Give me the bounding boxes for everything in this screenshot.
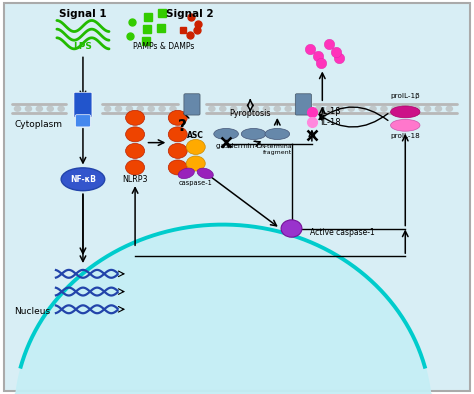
Ellipse shape <box>241 128 266 139</box>
FancyBboxPatch shape <box>4 3 470 391</box>
Circle shape <box>347 106 355 112</box>
FancyBboxPatch shape <box>75 115 91 127</box>
Ellipse shape <box>186 139 205 154</box>
Circle shape <box>273 106 281 112</box>
Ellipse shape <box>61 168 105 191</box>
Circle shape <box>337 106 344 112</box>
FancyBboxPatch shape <box>74 92 92 117</box>
Circle shape <box>402 106 410 112</box>
Circle shape <box>219 106 227 112</box>
Text: caspase-1: caspase-1 <box>179 180 213 186</box>
Text: Cytoplasm: Cytoplasm <box>14 120 62 129</box>
Ellipse shape <box>168 143 187 158</box>
Circle shape <box>115 106 122 112</box>
Text: ?: ? <box>178 119 187 134</box>
Text: Signal 2: Signal 2 <box>166 9 213 19</box>
Circle shape <box>241 106 248 112</box>
Ellipse shape <box>391 106 420 118</box>
Circle shape <box>57 106 65 112</box>
Ellipse shape <box>168 110 187 125</box>
Circle shape <box>369 106 377 112</box>
Text: gasdermin D: gasdermin D <box>216 143 263 149</box>
Text: ASC: ASC <box>187 132 204 140</box>
Ellipse shape <box>168 160 187 175</box>
Circle shape <box>281 220 302 237</box>
Circle shape <box>14 106 21 112</box>
Ellipse shape <box>126 143 145 158</box>
Text: Signal 1: Signal 1 <box>59 9 107 19</box>
Ellipse shape <box>126 160 145 175</box>
Circle shape <box>126 106 133 112</box>
Circle shape <box>147 106 155 112</box>
Text: NLRP3: NLRP3 <box>122 175 148 184</box>
Circle shape <box>230 106 237 112</box>
Ellipse shape <box>126 110 145 125</box>
Ellipse shape <box>265 128 290 139</box>
Text: NF-κB: NF-κB <box>70 175 96 184</box>
FancyBboxPatch shape <box>295 94 311 115</box>
Circle shape <box>358 106 366 112</box>
Circle shape <box>435 106 442 112</box>
Ellipse shape <box>197 168 213 178</box>
Circle shape <box>252 106 259 112</box>
Text: Pyroptosis: Pyroptosis <box>229 109 271 118</box>
Circle shape <box>284 106 292 112</box>
Circle shape <box>208 106 216 112</box>
Circle shape <box>424 106 431 112</box>
Text: LPS: LPS <box>73 42 92 51</box>
Text: proIL-1β: proIL-1β <box>391 93 420 99</box>
Circle shape <box>169 106 177 112</box>
Circle shape <box>315 106 322 112</box>
Ellipse shape <box>186 156 205 171</box>
Circle shape <box>413 106 420 112</box>
Text: PAMPs & DAMPs: PAMPs & DAMPs <box>133 42 195 51</box>
Ellipse shape <box>391 119 420 131</box>
Circle shape <box>263 106 270 112</box>
Circle shape <box>46 106 54 112</box>
Circle shape <box>25 106 32 112</box>
Ellipse shape <box>178 168 194 178</box>
Circle shape <box>446 106 453 112</box>
Text: Nucleus: Nucleus <box>14 307 50 316</box>
Circle shape <box>137 106 144 112</box>
Ellipse shape <box>214 128 238 139</box>
Circle shape <box>326 106 333 112</box>
Circle shape <box>36 106 43 112</box>
Text: N-terminal
fragment: N-terminal fragment <box>261 144 294 155</box>
Circle shape <box>104 106 111 112</box>
Circle shape <box>380 106 388 112</box>
FancyBboxPatch shape <box>184 94 200 115</box>
Ellipse shape <box>126 127 145 142</box>
Text: IL-18: IL-18 <box>320 118 341 126</box>
Text: proIL-18: proIL-18 <box>391 133 420 139</box>
Circle shape <box>158 106 166 112</box>
Circle shape <box>391 106 399 112</box>
Ellipse shape <box>168 127 187 142</box>
Text: Active caspase-1: Active caspase-1 <box>310 228 375 237</box>
Text: IL-1β: IL-1β <box>320 108 341 116</box>
